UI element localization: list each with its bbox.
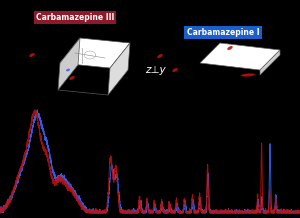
Text: Carbamazepine I: Carbamazepine I: [187, 28, 259, 37]
Ellipse shape: [69, 76, 75, 80]
Polygon shape: [60, 38, 130, 68]
Ellipse shape: [227, 46, 233, 50]
Text: Carbamazepine III: Carbamazepine III: [36, 13, 114, 22]
Ellipse shape: [172, 68, 178, 72]
Text: z⊥y: z⊥y: [145, 65, 165, 75]
Polygon shape: [108, 43, 130, 95]
Ellipse shape: [157, 54, 163, 58]
Ellipse shape: [241, 73, 255, 77]
Polygon shape: [260, 50, 280, 75]
Polygon shape: [58, 38, 80, 90]
Ellipse shape: [66, 69, 70, 71]
Ellipse shape: [29, 53, 35, 57]
Polygon shape: [200, 43, 280, 70]
